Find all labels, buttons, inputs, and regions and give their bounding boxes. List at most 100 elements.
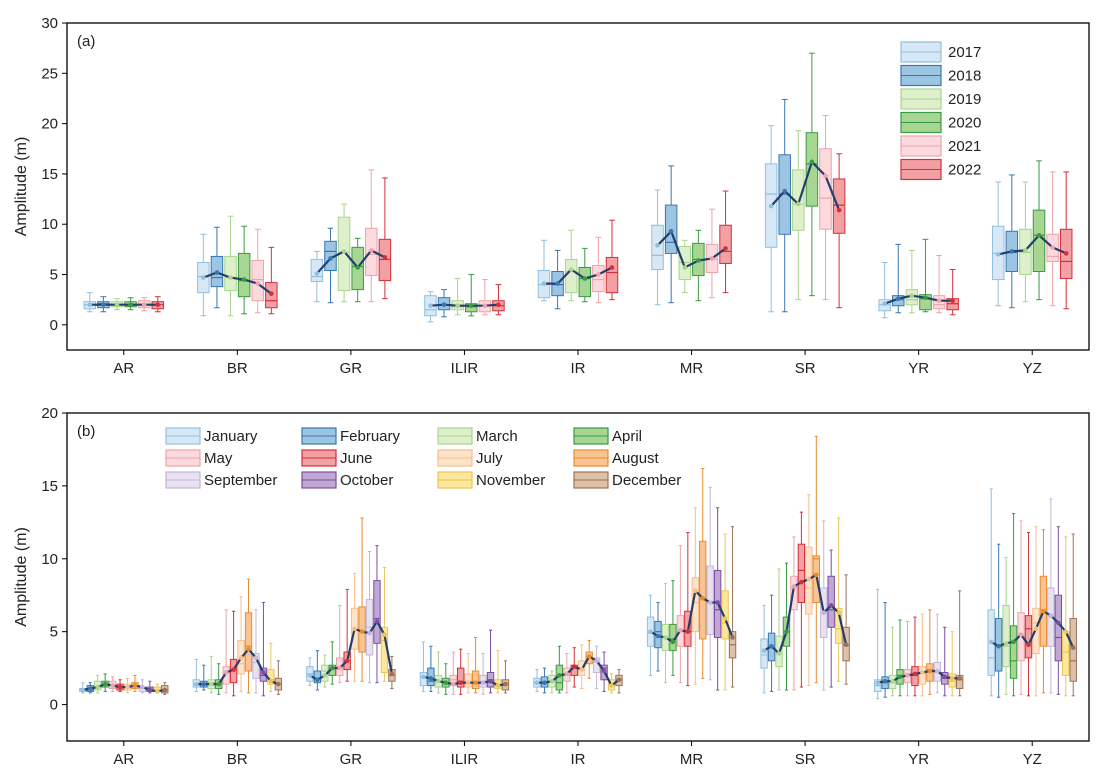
mean-dot — [707, 600, 713, 605]
mean-dot — [700, 595, 706, 601]
mean-dot — [555, 281, 560, 286]
mean-dot — [208, 681, 214, 687]
legend-label: April — [612, 428, 642, 445]
box — [578, 266, 592, 298]
mean-line — [316, 249, 386, 275]
mean-dot — [895, 296, 901, 301]
mean-dot — [791, 584, 797, 589]
mean-dot — [557, 673, 562, 678]
box — [1024, 615, 1033, 659]
mean-dot — [368, 248, 374, 253]
mean-line — [202, 271, 272, 295]
mean-dot — [806, 576, 812, 582]
mean-dot — [784, 629, 789, 634]
mean-dot — [214, 270, 220, 275]
mean-dot — [875, 680, 880, 685]
y-tick-label: 30 — [41, 15, 58, 32]
x-tick-label: YR — [908, 751, 929, 768]
mean-dot — [344, 658, 350, 664]
mean-dot — [568, 267, 574, 272]
x-tick-label: GR — [340, 360, 363, 377]
mean-dot — [541, 281, 547, 286]
mean-dot — [655, 633, 661, 639]
x-tick-label: AR — [113, 751, 134, 768]
mean-dot — [1033, 626, 1039, 632]
mean-dot — [655, 243, 660, 248]
mean-dot — [441, 302, 447, 308]
mean-dot — [813, 572, 819, 578]
mean-dot — [836, 207, 842, 213]
mean-dot — [692, 588, 698, 594]
mean-dot — [155, 689, 160, 694]
mean-dot — [201, 681, 207, 687]
mean-dot — [261, 670, 266, 675]
mean-dot — [1018, 632, 1024, 637]
legend-label: September — [204, 472, 277, 489]
mean-dot — [255, 281, 261, 286]
legend-label: August — [612, 450, 660, 467]
mean-dot — [882, 301, 887, 307]
mean-dot — [709, 256, 715, 261]
mean-dot — [942, 674, 948, 680]
panel-label: (b) — [77, 423, 95, 440]
x-tick-label: YZ — [1023, 751, 1042, 768]
box — [251, 259, 264, 302]
mean-dot — [269, 291, 274, 296]
mean-dot — [496, 302, 501, 308]
mean-dot — [912, 671, 918, 677]
legend-label: 2018 — [948, 68, 981, 85]
mean-dot — [761, 648, 767, 653]
mean-dot — [110, 683, 115, 688]
mean-dot — [201, 275, 206, 280]
mean-dot — [468, 303, 474, 309]
legend-label: December — [612, 472, 681, 489]
legend-label: 2021 — [948, 138, 981, 155]
mean-dot — [897, 674, 903, 680]
mean-dot — [594, 658, 599, 664]
mean-dot — [996, 643, 1001, 649]
mean-dot — [436, 678, 441, 684]
y-tick-label: 10 — [41, 216, 58, 233]
mean-dot — [648, 629, 653, 634]
mean-dot — [341, 249, 347, 254]
mean-dot — [1070, 645, 1076, 651]
x-tick-label: BR — [227, 751, 248, 768]
mean-dot — [670, 639, 676, 645]
mean-dot — [421, 674, 426, 680]
box — [955, 674, 964, 690]
mean-dot — [329, 665, 335, 671]
mean-dot — [995, 252, 1001, 257]
legend-label: 2019 — [948, 91, 981, 108]
legend-label: July — [476, 450, 503, 467]
mean-dot — [1041, 608, 1046, 614]
box — [832, 178, 846, 234]
mean-dot — [428, 676, 434, 681]
mean-dot — [428, 303, 433, 309]
y-tick-label: 0 — [50, 317, 58, 334]
mean-dot — [723, 246, 728, 251]
mean-dot — [920, 670, 925, 675]
box — [1054, 594, 1063, 662]
mean-dot — [95, 684, 100, 690]
box — [1002, 604, 1010, 668]
mean-dot — [582, 276, 588, 281]
mean-dot — [682, 265, 688, 270]
mean-dot — [125, 684, 130, 690]
mean-dot — [455, 303, 460, 309]
mean-dot — [480, 680, 486, 685]
mean-dot — [87, 302, 93, 308]
mean-dot — [549, 678, 555, 684]
legend-label: 2020 — [948, 115, 981, 132]
box — [721, 590, 729, 640]
mean-dot — [162, 687, 168, 693]
legend-label: October — [340, 472, 393, 489]
mean-dot — [823, 173, 828, 179]
mean-dot — [601, 668, 607, 674]
mean-dot — [730, 635, 735, 640]
mean-dot — [616, 677, 622, 683]
mean-dot — [957, 676, 962, 681]
box — [605, 256, 619, 294]
mean-line — [656, 229, 727, 270]
y-tick-label: 20 — [41, 405, 58, 422]
